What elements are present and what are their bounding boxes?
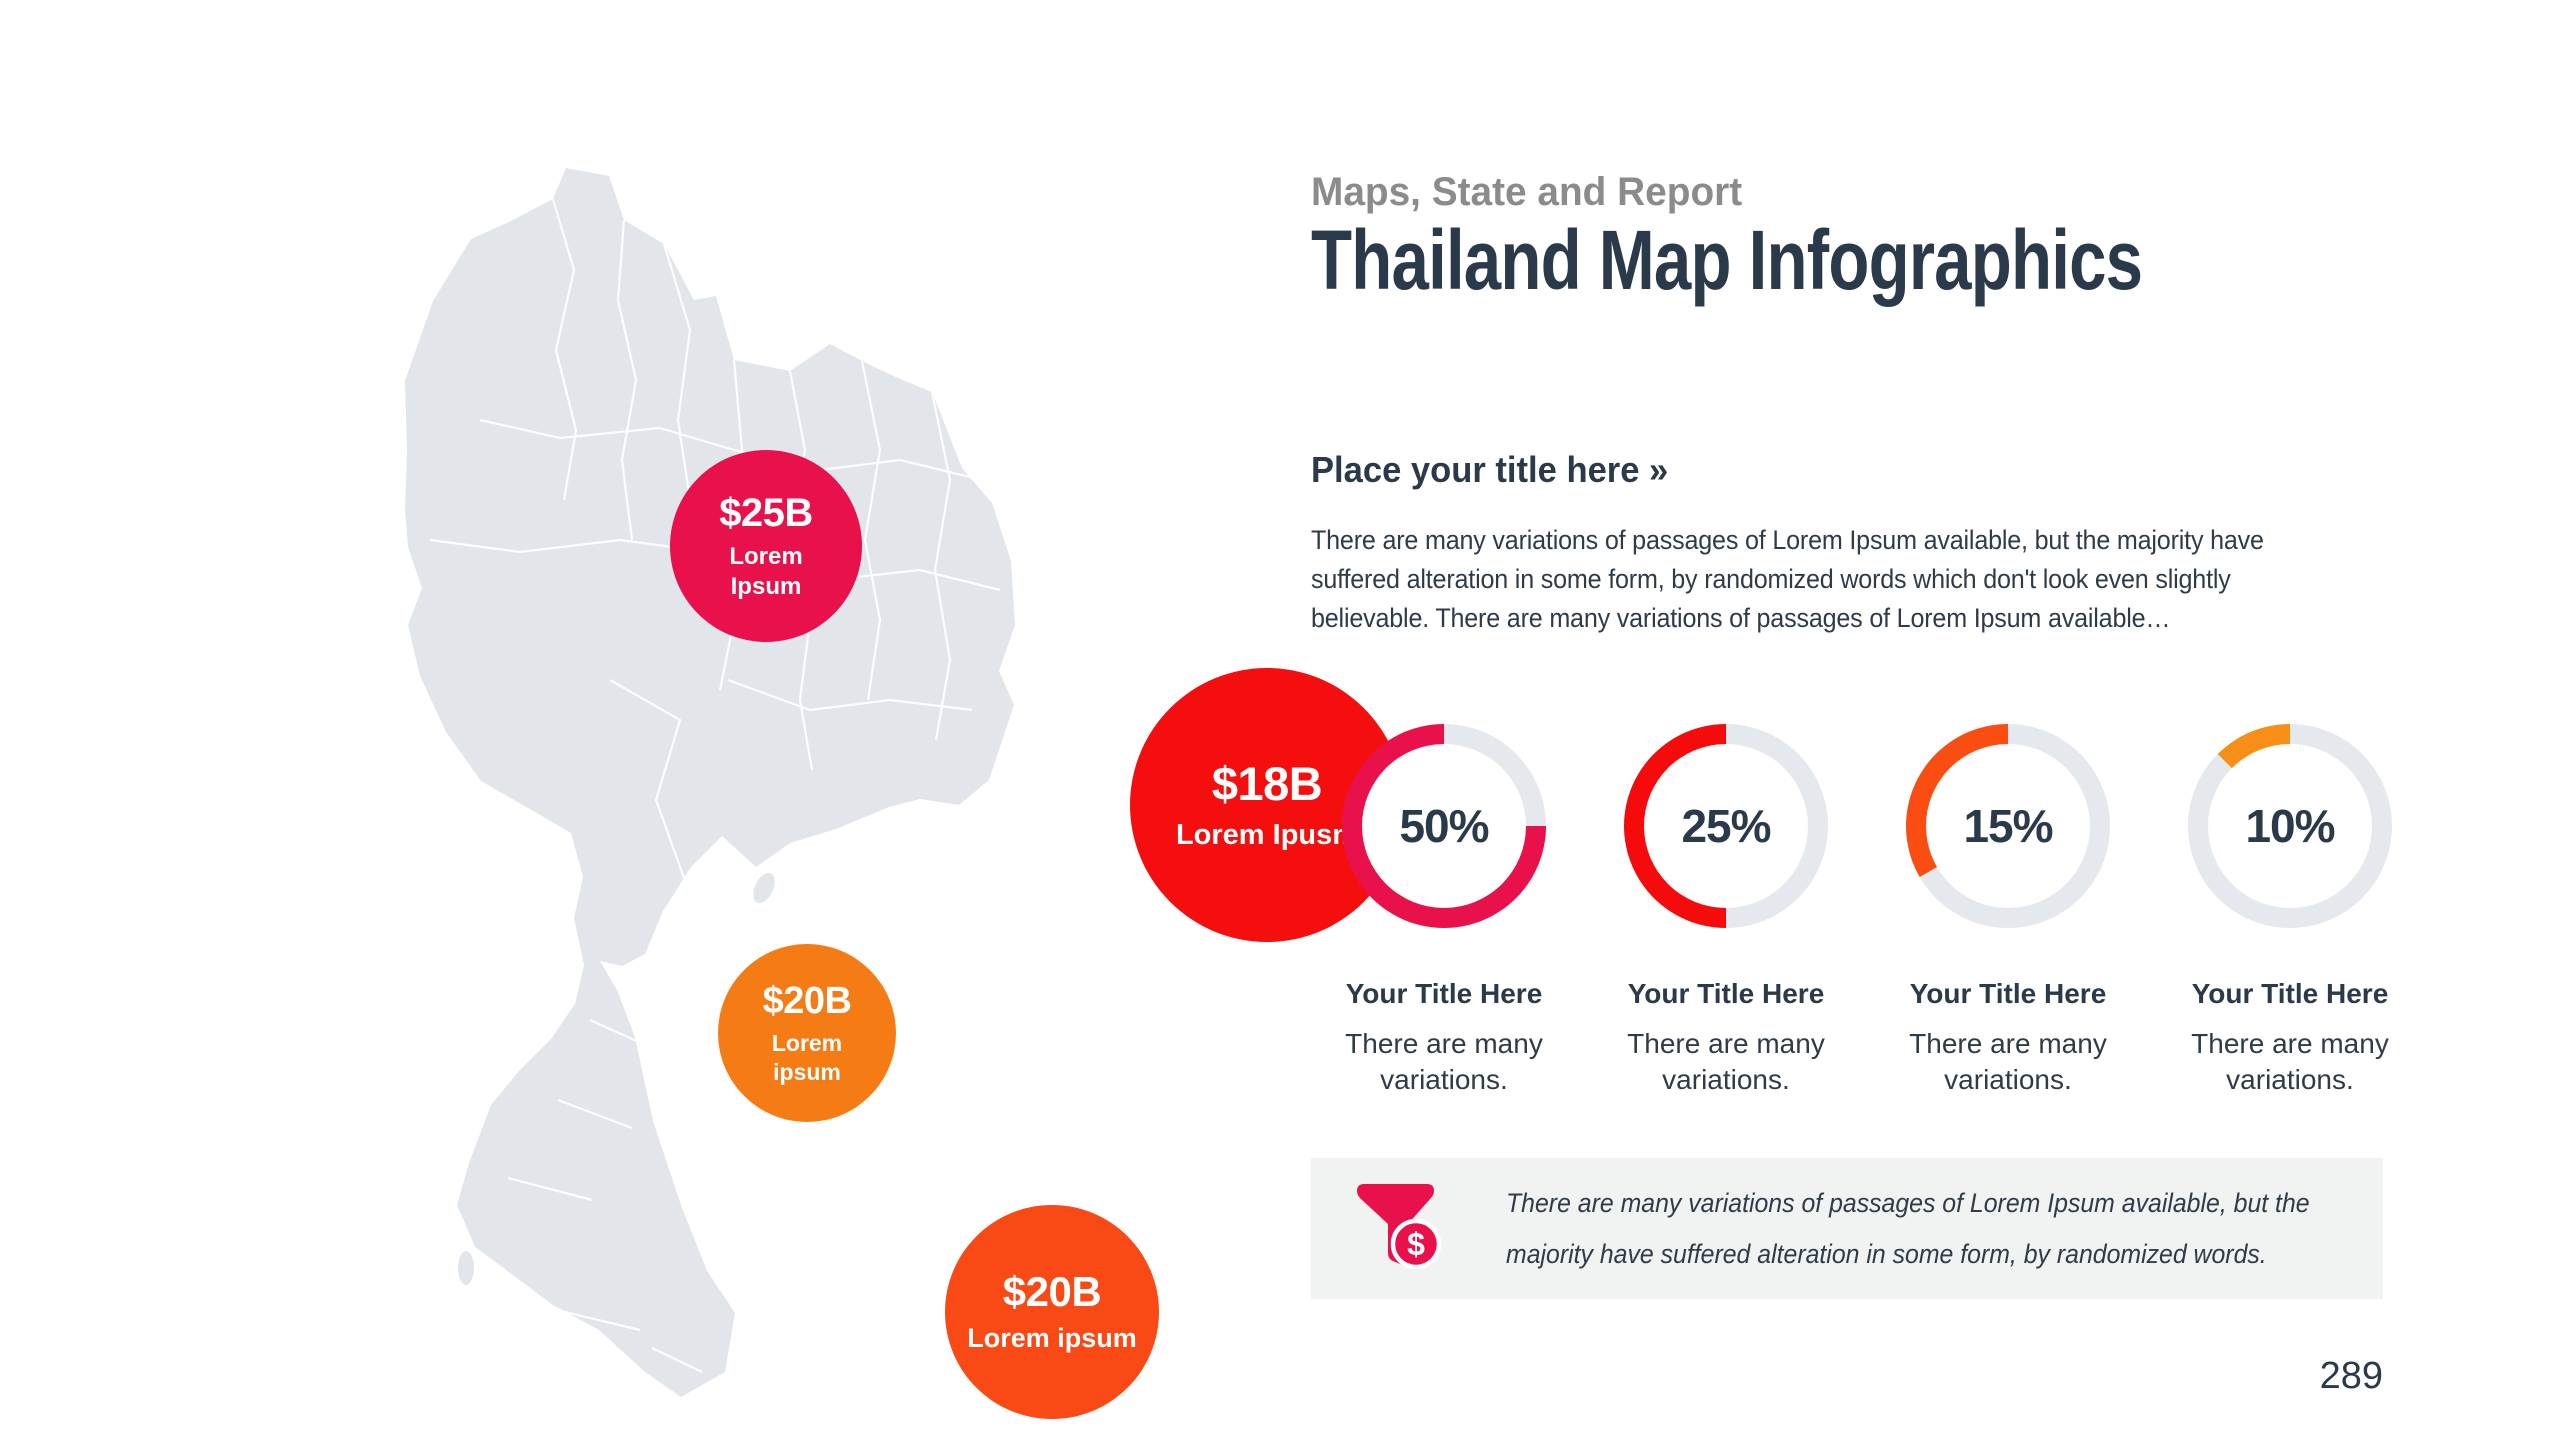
bubble-label: Lorem Ipusm [1175, 819, 1359, 852]
thailand-silhouette [405, 168, 1015, 1397]
page-title: Thailand Map Infographics [1311, 213, 2143, 307]
donut-caption: There are many variations. [1627, 1028, 1825, 1095]
bubble-value: $25B [719, 490, 813, 535]
donut-chart-row: 50% Your Title Here There are many variat… [1311, 724, 2423, 1098]
donut-chart-25: 25% [1624, 724, 1828, 928]
thailand-map [405, 168, 1015, 1397]
donut-hole: 10% [2208, 744, 2372, 908]
donut-title: Your Title Here [1345, 978, 1543, 1009]
dollar-sign: $ [1407, 1226, 1425, 1262]
map-bubble-20b-south: $20B Lorem ipsum [945, 1205, 1159, 1419]
bubble-value: $18B [1211, 757, 1323, 811]
bubble-value: $20B [762, 979, 852, 1022]
map-bubble-20b-west: $20B Lorem ipsum [718, 944, 896, 1122]
donut-caption: There are many variations. [1909, 1028, 2107, 1095]
bubble-value: $20B [1002, 1268, 1102, 1316]
bubble-label: Lorem ipsum [967, 1323, 1137, 1354]
dollar-badge-circle [1390, 1218, 1441, 1270]
donut-percent-label: 25% [1681, 800, 1771, 852]
donut-hole: 50% [1362, 744, 1526, 908]
island [458, 1251, 474, 1285]
thailand-map-area: $25B Lorem Ipsum $18B Lorem Ipusm $20B Lo… [360, 120, 1404, 1419]
donut-chart-50: 50% [1342, 724, 1546, 928]
donut-col-50: 50% Your Title Here There are many variat… [1311, 724, 1577, 1098]
donut-chart-10: 10% [2188, 724, 2392, 928]
note-box: $ There are many variations of passages … [1311, 1158, 2383, 1299]
bubble-label: Lorem ipsum [771, 1029, 843, 1085]
donut-title: Your Title Here [1909, 978, 2107, 1009]
section-body: There are many variations of passages of… [1311, 525, 2264, 633]
donut-percent-label: 15% [1963, 800, 2053, 852]
donut-percent-label: 10% [2245, 800, 2335, 852]
slide-eyebrow: Maps, State and Report [1311, 170, 1743, 214]
bubble-label: Lorem Ipsum [729, 542, 803, 600]
donut-col-15: 15% Your Title Here There are many variat… [1875, 724, 2141, 1098]
donut-caption: There are many variations. [2191, 1028, 2389, 1095]
donut-title: Your Title Here [1627, 978, 1825, 1009]
donut-col-10: 10% Your Title Here There are many variat… [2157, 724, 2423, 1098]
donut-title: Your Title Here [2191, 978, 2389, 1009]
donut-chart-15: 15% [1906, 724, 2110, 928]
donut-percent-label: 50% [1399, 800, 1489, 852]
funnel-dollar-icon: $ [1357, 1184, 1441, 1270]
funnel-shape [1357, 1184, 1434, 1266]
donut-hole: 25% [1644, 744, 1808, 908]
note-text: There are many variations of passages of… [1506, 1187, 2310, 1269]
map-bubble-25b: $25B Lorem Ipsum [670, 450, 862, 642]
donut-caption: There are many variations. [1345, 1028, 1543, 1095]
island [753, 873, 775, 903]
donut-col-25: 25% Your Title Here There are many variat… [1593, 724, 1859, 1098]
page-number: 289 [2319, 1355, 2383, 1397]
donut-hole: 15% [1926, 744, 2090, 908]
section-heading: Place your title here » [1311, 449, 1669, 490]
